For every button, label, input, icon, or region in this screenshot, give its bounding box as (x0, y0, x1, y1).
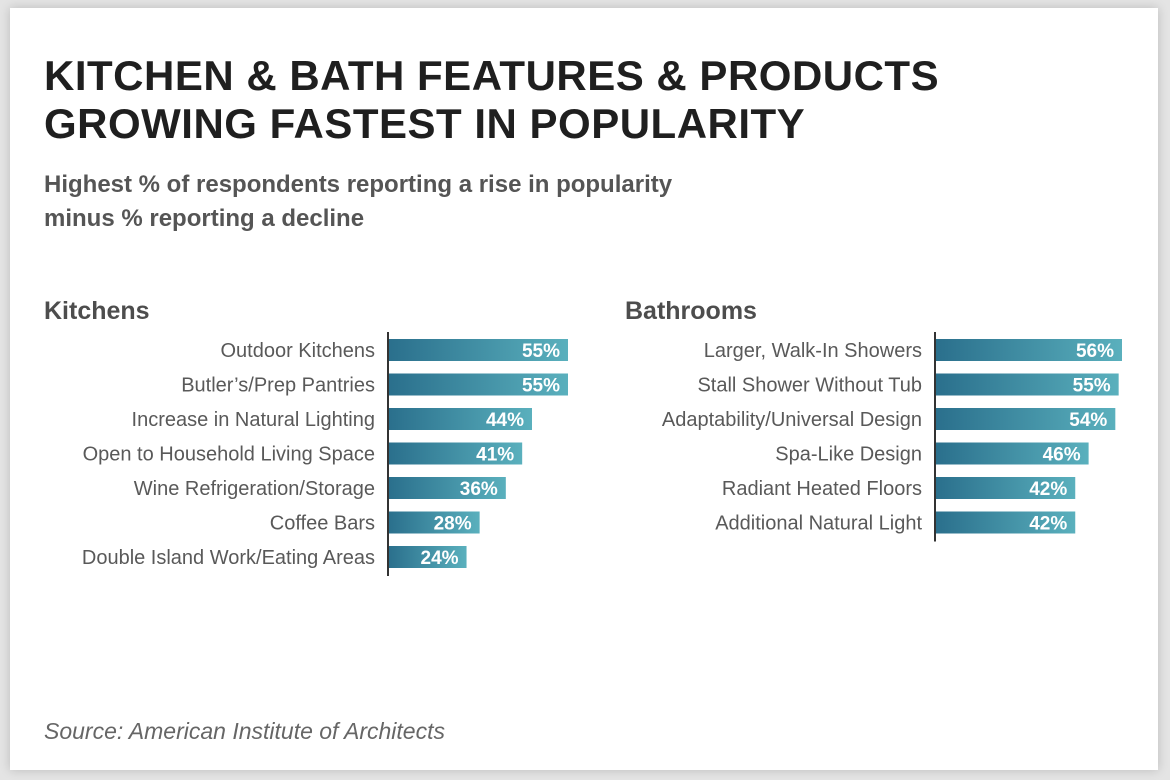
bathrooms-category-label-0: Larger, Walk-In Showers (704, 340, 922, 362)
kitchens-category-label-1: Butler’s/Prep Pantries (181, 375, 375, 397)
chart-title-line-2: GROWING FASTEST IN POPULARITY (44, 100, 806, 147)
kitchens-bar-0 (388, 339, 568, 361)
bathrooms-value-label-1: 55% (1073, 376, 1111, 397)
kitchens-value-label-5: 28% (434, 514, 472, 535)
bathrooms-bar-3 (935, 442, 1089, 465)
kitchens-value-label-4: 36% (460, 479, 498, 500)
bathrooms-bar-2 (935, 408, 1116, 430)
kitchens-category-label-0: Outdoor Kitchens (220, 340, 375, 362)
bathrooms-bar-5 (935, 511, 1076, 534)
bathrooms-bar-chart: 56% Larger, Walk-In Showers 55% Stall Showe… (662, 332, 1122, 542)
chart-title-line-1: KITCHEN & BATH FEATURES & PRODUCTS (44, 52, 940, 99)
chart-subtitle-line-1: Highest % of respondents reporting a ris… (44, 171, 673, 198)
kitchens-value-label-3: 41% (476, 445, 514, 466)
bathrooms-category-label-5: Additional Natural Light (715, 513, 922, 535)
bathrooms-category-label-3: Spa-Like Design (775, 444, 922, 466)
bathrooms-category-label-4: Radiant Heated Floors (722, 478, 922, 500)
bathrooms-value-label-5: 42% (1029, 514, 1067, 535)
bathrooms-value-label-2: 54% (1069, 410, 1107, 431)
chart-subtitle-line-2: minus % reporting a decline (44, 205, 365, 232)
kitchens-bar-chart: 55% Outdoor Kitchens 55% Butler’s/Prep Pant… (82, 332, 568, 576)
chart-subtitle: Highest % of respondents reporting a ris… (44, 168, 672, 236)
kitchens-bar-1 (388, 373, 568, 396)
bathrooms-value-label-4: 42% (1029, 479, 1067, 500)
kitchens-bar-3 (388, 442, 523, 465)
bathrooms-panel-title: Bathrooms (625, 297, 757, 325)
bathrooms-category-label-2: Adaptability/Universal Design (662, 409, 922, 431)
kitchens-category-label-4: Wine Refrigeration/Storage (134, 478, 375, 500)
kitchens-bar-4 (388, 477, 506, 499)
bathrooms-value-label-0: 56% (1076, 341, 1114, 362)
kitchens-value-label-0: 55% (522, 341, 560, 362)
bathrooms-bar-1 (935, 373, 1119, 396)
kitchens-value-label-6: 24% (421, 548, 459, 569)
kitchens-bar-5 (388, 511, 480, 534)
kitchens-category-label-3: Open to Household Living Space (83, 444, 375, 466)
kitchens-value-label-1: 55% (522, 376, 560, 397)
source-note: Source: American Institute of Architects (44, 718, 445, 744)
kitchens-panel-title: Kitchens (44, 297, 150, 325)
kitchens-category-label-2: Increase in Natural Lighting (132, 409, 375, 431)
bathrooms-category-label-1: Stall Shower Without Tub (697, 375, 922, 397)
kitchens-category-label-5: Coffee Bars (270, 513, 375, 535)
bathrooms-bar-0 (935, 339, 1122, 361)
kitchens-bar-6 (388, 546, 467, 568)
bathrooms-value-label-3: 46% (1043, 445, 1081, 466)
kitchens-value-label-2: 44% (486, 410, 524, 431)
kitchens-bar-2 (388, 408, 532, 430)
bathrooms-bar-4 (935, 477, 1076, 499)
kitchens-category-label-6: Double Island Work/Eating Areas (82, 547, 375, 569)
chart-title: KITCHEN & BATH FEATURES & PRODUCTS GROWI… (44, 52, 939, 148)
